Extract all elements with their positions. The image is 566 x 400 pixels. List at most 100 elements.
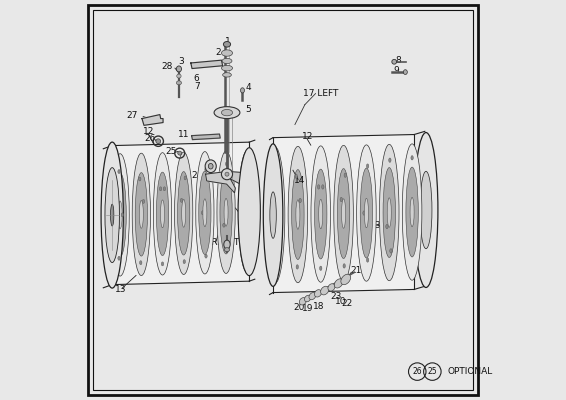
Ellipse shape [291,170,304,260]
Ellipse shape [163,187,166,191]
Ellipse shape [118,256,120,260]
Text: 3: 3 [178,57,184,66]
Ellipse shape [217,151,235,274]
Ellipse shape [183,260,186,264]
Ellipse shape [132,153,151,276]
Ellipse shape [273,166,275,170]
Ellipse shape [341,274,351,285]
Ellipse shape [320,266,322,270]
Text: 26: 26 [413,367,422,376]
Ellipse shape [156,172,169,256]
Ellipse shape [265,147,285,283]
Ellipse shape [110,204,114,226]
Ellipse shape [241,88,245,93]
Text: 28: 28 [161,62,173,72]
Ellipse shape [177,81,182,85]
Ellipse shape [208,164,213,169]
Ellipse shape [383,168,396,258]
Ellipse shape [223,223,225,227]
Ellipse shape [111,154,129,276]
Ellipse shape [238,150,256,273]
Ellipse shape [118,201,122,229]
Ellipse shape [221,110,233,116]
Ellipse shape [221,50,233,56]
Ellipse shape [224,248,230,252]
Ellipse shape [328,284,335,291]
Ellipse shape [273,200,277,230]
Ellipse shape [360,168,372,258]
Ellipse shape [181,198,183,202]
Ellipse shape [386,224,388,229]
Ellipse shape [340,197,342,202]
Text: 10: 10 [335,297,346,306]
Ellipse shape [318,185,320,189]
Text: 25: 25 [427,367,437,376]
Text: 4: 4 [246,84,251,92]
Ellipse shape [392,59,397,64]
Ellipse shape [413,237,415,241]
Text: OPTIONAL: OPTIONAL [448,367,493,376]
Ellipse shape [276,213,278,217]
Ellipse shape [311,146,331,282]
Polygon shape [142,114,163,125]
Ellipse shape [114,173,126,257]
Ellipse shape [343,264,345,268]
Ellipse shape [248,235,250,239]
Ellipse shape [221,65,233,71]
Ellipse shape [121,213,123,217]
Ellipse shape [196,152,214,274]
Ellipse shape [224,240,230,249]
Text: 17 LEFT: 17 LEFT [303,89,338,98]
Ellipse shape [205,160,216,172]
Text: 22: 22 [342,299,353,308]
Text: 26: 26 [144,134,156,143]
Ellipse shape [140,261,142,265]
Ellipse shape [366,164,369,168]
Ellipse shape [224,42,230,47]
Ellipse shape [156,139,161,144]
Ellipse shape [366,258,369,262]
Ellipse shape [420,171,432,249]
Text: 14: 14 [294,176,306,186]
Ellipse shape [135,173,147,256]
Ellipse shape [201,211,204,215]
Ellipse shape [379,144,399,281]
Ellipse shape [153,153,171,275]
Ellipse shape [105,168,119,262]
Text: 25: 25 [165,147,177,156]
Ellipse shape [315,169,327,259]
Ellipse shape [363,211,365,215]
Ellipse shape [320,286,329,295]
Ellipse shape [203,199,207,227]
Ellipse shape [160,187,162,191]
Polygon shape [191,60,222,68]
Ellipse shape [139,177,141,181]
Ellipse shape [205,254,207,258]
Text: 6: 6 [194,74,200,83]
Ellipse shape [410,197,414,227]
Ellipse shape [225,172,229,176]
Ellipse shape [414,132,438,288]
Ellipse shape [205,168,207,172]
Ellipse shape [357,145,376,281]
Ellipse shape [238,148,260,276]
Ellipse shape [101,142,123,288]
Text: 2: 2 [216,48,221,57]
Text: 13: 13 [370,221,382,230]
Ellipse shape [337,169,350,258]
Text: 24: 24 [191,171,203,180]
Ellipse shape [220,170,232,254]
Ellipse shape [214,107,240,118]
Text: 19: 19 [302,304,314,312]
Ellipse shape [305,295,311,302]
Ellipse shape [182,200,186,227]
Ellipse shape [221,169,233,180]
Polygon shape [273,134,414,292]
Ellipse shape [270,192,276,238]
Text: 14: 14 [239,215,251,224]
Text: 15 RIGHT: 15 RIGHT [197,238,239,247]
Text: 27: 27 [127,111,138,120]
Ellipse shape [288,146,308,283]
Ellipse shape [161,262,164,266]
Ellipse shape [390,249,392,253]
